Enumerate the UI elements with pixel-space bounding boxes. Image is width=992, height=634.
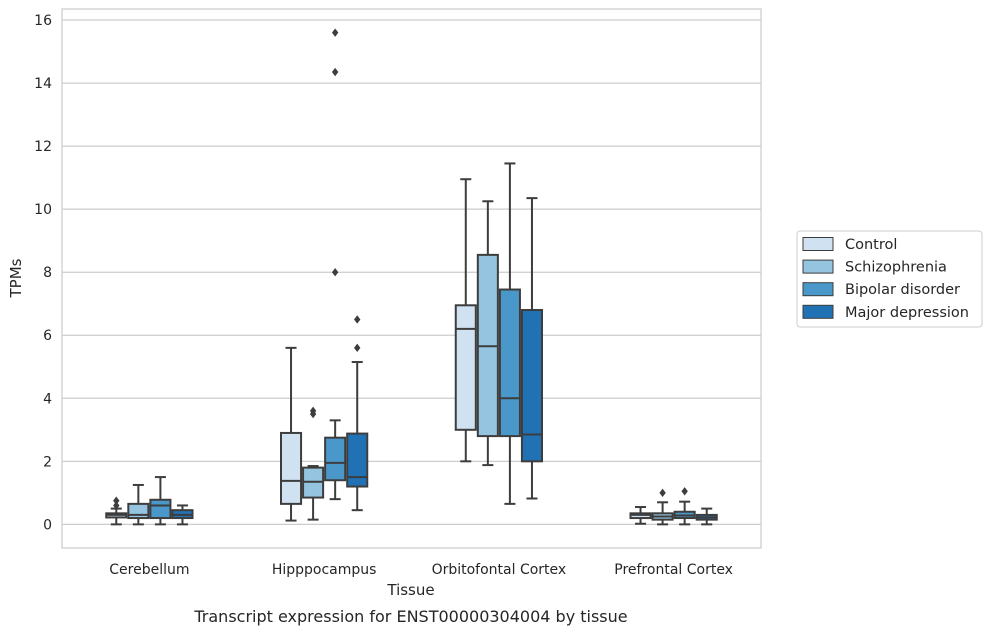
box-bipolar-disorder <box>149 476 172 526</box>
y-tick-label: 10 <box>34 202 52 218</box>
outlier-point <box>113 496 120 505</box>
box-major-depression <box>520 197 543 500</box>
box-schizophrenia <box>651 488 674 526</box>
gridlines <box>62 19 761 525</box>
box-iqr <box>149 498 172 520</box>
legend: Control Schizophrenia Bipolar disorder Majo… <box>796 230 983 328</box>
box-control <box>454 178 477 463</box>
x-tick-labels: Cerebellum Hipppocampus Orbitofontal Corte… <box>109 562 733 578</box>
outlier-point <box>659 488 666 498</box>
box-major-depression <box>171 504 194 526</box>
y-tick-label: 2 <box>43 454 52 470</box>
y-tick-label: 8 <box>43 265 52 281</box>
box-iqr <box>127 502 150 520</box>
outlier-point <box>113 501 120 510</box>
legend-swatch <box>802 237 834 251</box>
outlier-point <box>354 315 361 324</box>
box-control <box>105 496 128 526</box>
box-control <box>629 506 652 525</box>
box-bipolar-disorder <box>324 28 347 501</box>
outlier-point <box>309 406 317 416</box>
box-bipolar-disorder <box>673 487 696 526</box>
box-iqr <box>346 432 369 488</box>
plot-background <box>62 9 761 548</box>
legend-label: Bipolar disorder <box>845 282 960 298</box>
legend-swatch <box>802 304 834 319</box>
box-bipolar-disorder <box>498 162 521 505</box>
boxes <box>105 28 718 526</box>
box-iqr <box>498 288 521 438</box>
legend-swatch <box>802 282 834 297</box>
y-tick-label: 6 <box>43 328 52 344</box>
box-schizophrenia <box>127 483 150 526</box>
y-tick-label: 12 <box>34 139 52 155</box>
outlier-point <box>681 487 688 496</box>
y-tick-label: 16 <box>34 13 52 29</box>
outlier-point <box>331 267 339 277</box>
x-tick-label: Hipppocampus <box>272 562 377 578</box>
y-tick-labels: 0 2 4 6 8 10 12 14 16 <box>34 13 52 533</box>
chart-caption: Transcript expression for ENST0000030400… <box>193 607 627 626</box>
legend-label: Schizophrenia <box>845 260 947 276</box>
box-major-depression <box>695 507 718 526</box>
box-iqr <box>454 304 477 431</box>
box-schizophrenia <box>302 406 325 521</box>
legend-label: Major depression <box>845 305 969 321</box>
box-schizophrenia <box>476 200 499 467</box>
box-major-depression <box>346 315 369 512</box>
y-tick-label: 0 <box>43 517 52 533</box>
x-axis-label: Tissue <box>386 581 434 599</box>
legend-swatch <box>802 259 834 274</box>
box-iqr <box>324 436 347 482</box>
y-axis-label: TPMs <box>7 258 25 298</box>
box-control <box>280 346 303 522</box>
x-tick-label: Cerebellum <box>109 562 189 578</box>
x-tick-label: Prefrontal Cortex <box>614 562 733 578</box>
box-iqr <box>280 431 303 505</box>
box-iqr <box>520 309 543 463</box>
outlier-point <box>331 67 339 77</box>
legend-frame <box>796 230 983 328</box>
plot-frame <box>61 8 762 549</box>
y-tick-label: 4 <box>43 391 52 407</box>
y-tick-label: 14 <box>34 76 52 92</box>
outlier-point <box>331 28 339 37</box>
x-tick-label: Orbitofontal Cortex <box>432 562 567 578</box>
outlier-point <box>354 343 361 353</box>
legend-label: Control <box>845 237 897 253</box>
